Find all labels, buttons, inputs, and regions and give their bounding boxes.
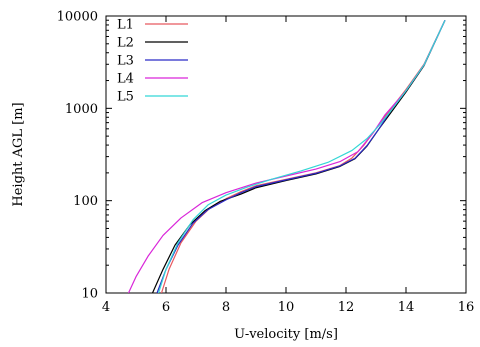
x-tick-label: 6 <box>162 300 170 315</box>
x-tick-label: 4 <box>102 300 110 315</box>
y-tick-label: 1000 <box>65 102 98 117</box>
legend-label-l1: L1 <box>117 18 134 33</box>
legend-label-l2: L2 <box>117 36 134 51</box>
y-tick-label: 10 <box>81 287 98 302</box>
legend-label-l4: L4 <box>117 72 134 87</box>
legend: L1 L2 L3 L4 L5 <box>117 18 188 105</box>
y-axis: 10 100 1000 10000 <box>57 10 466 302</box>
x-tick-label: 14 <box>398 300 415 315</box>
x-tick-label: 8 <box>222 300 230 315</box>
x-axis-title: U-velocity [m/s] <box>234 327 338 342</box>
series-line-l2 <box>151 19 446 293</box>
legend-label-l5: L5 <box>117 90 134 105</box>
y-axis-title: Height AGL [m] <box>11 102 26 206</box>
plot-border <box>105 15 467 294</box>
y-tick-label: 100 <box>73 194 98 209</box>
y-tick-label: 10000 <box>57 10 98 25</box>
x-tick-label: 10 <box>278 300 295 315</box>
x-axis: 4 6 8 10 12 14 16 <box>102 16 474 315</box>
series-line-l5 <box>157 19 446 293</box>
legend-label-l3: L3 <box>117 54 134 69</box>
x-tick-label: 16 <box>458 300 475 315</box>
series-line-l4 <box>127 19 446 293</box>
series-lines <box>127 19 446 293</box>
series-line-l1 <box>160 19 446 293</box>
plot-frame <box>105 15 467 294</box>
series-line-l3 <box>156 19 446 293</box>
x-tick-label: 12 <box>338 300 355 315</box>
